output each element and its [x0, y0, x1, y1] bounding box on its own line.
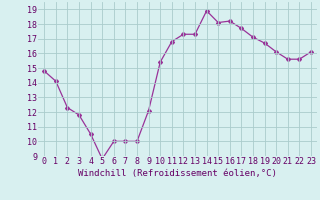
X-axis label: Windchill (Refroidissement éolien,°C): Windchill (Refroidissement éolien,°C) [78, 169, 277, 178]
